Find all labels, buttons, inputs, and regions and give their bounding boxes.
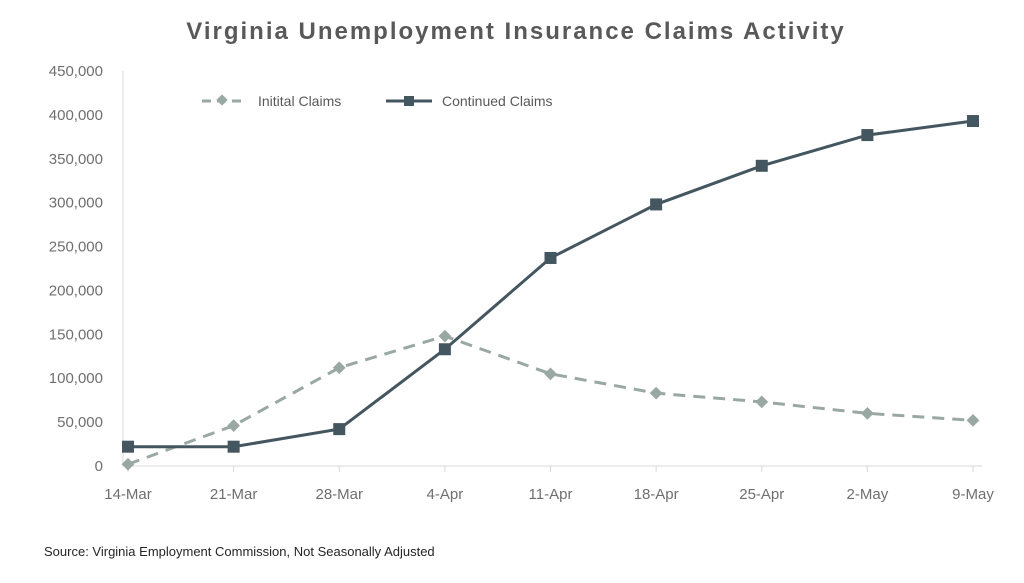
legend-continued-marker [404, 96, 414, 106]
y-tick-label: 400,000 [49, 107, 103, 124]
data-point [332, 361, 346, 375]
series-line [127, 334, 974, 466]
x-tick-label: 28-Mar [315, 486, 363, 503]
data-point [333, 423, 346, 436]
data-point [861, 129, 874, 142]
series-initial-claims [121, 329, 980, 471]
data-point [121, 457, 135, 471]
x-tick-label: 9-May [952, 486, 994, 503]
series-line [128, 119, 974, 449]
y-tick-label: 50,000 [57, 414, 103, 431]
x-tick-label: 18-Apr [634, 486, 679, 503]
x-tick-label: 4-Apr [427, 486, 464, 503]
legend-initial-label: Initital Claims [258, 93, 341, 109]
y-tick-label: 250,000 [49, 239, 103, 256]
data-point [544, 251, 557, 264]
y-tick-label: 100,000 [49, 370, 103, 387]
y-tick-label: 200,000 [49, 282, 103, 299]
data-point [227, 440, 240, 453]
data-point [967, 115, 979, 128]
y-tick-label: 300,000 [49, 195, 103, 212]
data-point [649, 386, 663, 400]
data-point [438, 343, 451, 356]
data-point [122, 440, 134, 453]
y-tick-label: 0 [95, 458, 103, 475]
series-continued-claims [122, 115, 979, 453]
y-tick-label: 450,000 [49, 63, 103, 80]
x-tick-label: 14-Mar [104, 486, 152, 503]
x-tick-label: 25-Apr [739, 486, 784, 503]
y-tick-label: 350,000 [49, 151, 103, 168]
data-point [438, 329, 452, 343]
legend: Initital Claims Continued Claims [202, 93, 553, 109]
legend-continued-label: Continued Claims [442, 93, 553, 109]
x-tick-label: 21-Mar [210, 486, 258, 503]
x-tick-label: 2-May [847, 486, 889, 503]
data-point [861, 406, 874, 420]
data-point [227, 419, 240, 432]
y-tick-label: 150,000 [49, 326, 103, 343]
data-point [650, 198, 663, 211]
chart-title: Virginia Unemployment Insurance Claims A… [186, 18, 846, 45]
data-point [966, 413, 980, 427]
data-point [755, 159, 768, 172]
source-note: Source: Virginia Employment Commission, … [44, 544, 435, 559]
x-tick-label: 11-Apr [529, 486, 573, 503]
legend-initial-marker [216, 94, 228, 106]
data-point [544, 367, 557, 381]
data-point [755, 395, 769, 409]
